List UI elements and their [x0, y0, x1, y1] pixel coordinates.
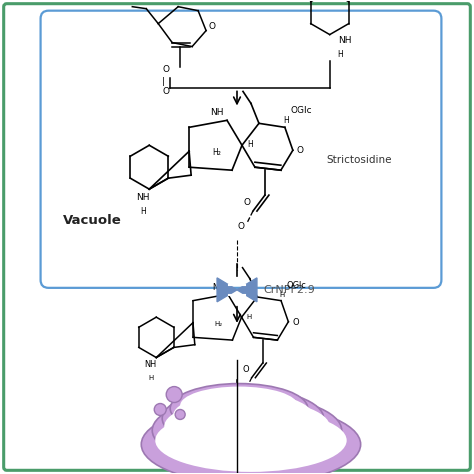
Text: OGlc: OGlc — [287, 281, 306, 290]
Polygon shape — [217, 278, 237, 302]
Ellipse shape — [141, 404, 361, 474]
Text: H: H — [246, 314, 251, 320]
Ellipse shape — [162, 389, 324, 448]
Text: CrNPF2.9: CrNPF2.9 — [263, 285, 315, 295]
Text: |: | — [162, 77, 165, 86]
Text: Strictosidine: Strictosidine — [327, 155, 392, 165]
Ellipse shape — [170, 383, 308, 433]
Text: Vacuole: Vacuole — [63, 214, 121, 227]
Text: H: H — [337, 49, 344, 58]
Text: NH: NH — [337, 36, 351, 45]
Text: O: O — [237, 222, 245, 231]
Text: O: O — [244, 198, 250, 207]
Text: H₂: H₂ — [213, 148, 221, 157]
Text: NH: NH — [212, 283, 225, 292]
Text: O: O — [162, 87, 169, 96]
Ellipse shape — [173, 392, 313, 439]
Text: OGlc: OGlc — [291, 106, 312, 115]
Text: H: H — [279, 292, 284, 298]
FancyBboxPatch shape — [41, 11, 441, 288]
Text: O: O — [162, 65, 169, 74]
Circle shape — [166, 387, 182, 402]
Text: O: O — [243, 365, 249, 374]
Text: NH: NH — [210, 109, 224, 118]
Text: NH: NH — [137, 192, 150, 201]
Polygon shape — [237, 278, 257, 302]
Ellipse shape — [155, 409, 346, 472]
Text: H: H — [148, 375, 154, 381]
Text: O: O — [297, 146, 304, 155]
Ellipse shape — [164, 399, 330, 454]
Text: O: O — [237, 387, 244, 396]
Text: O: O — [292, 318, 299, 327]
Text: H: H — [247, 140, 253, 149]
Text: O: O — [208, 22, 215, 31]
Circle shape — [154, 403, 166, 416]
Text: H: H — [140, 207, 146, 216]
Text: H₂: H₂ — [215, 321, 223, 328]
Ellipse shape — [180, 387, 298, 424]
Ellipse shape — [152, 395, 342, 465]
Text: H: H — [283, 116, 289, 125]
Circle shape — [175, 410, 185, 419]
Text: NH: NH — [145, 360, 157, 369]
